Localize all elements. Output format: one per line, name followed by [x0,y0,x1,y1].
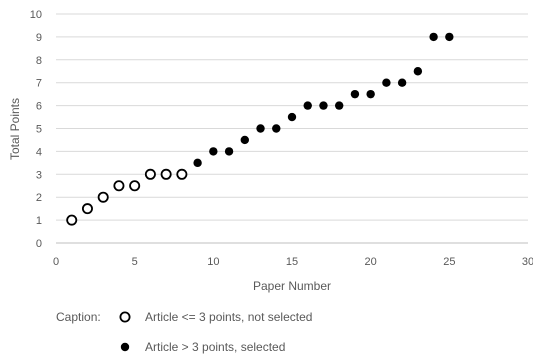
y-tick-label: 3 [36,169,42,181]
data-point-filled [303,101,312,110]
y-tick-label: 8 [36,55,42,67]
data-point-filled [335,101,344,110]
legend-label-selected: Article > 3 points, selected [145,340,285,354]
x-tick-labels: 0 5 10 15 20 25 30 [53,256,533,268]
data-point-filled [366,89,375,99]
x-axis-title: Paper Number [253,279,331,293]
data-point-filled [319,101,328,110]
y-tick-label: 7 [36,78,42,90]
legend: Caption: Article <= 3 points, not select… [56,310,312,354]
y-tick-label: 5 [36,124,42,136]
data-point-open [81,203,93,215]
data-point-filled [382,78,391,87]
y-tick-label: 2 [36,192,42,204]
x-tick-label: 25 [443,256,455,268]
data-point-filled [240,135,249,145]
grid-lines [56,13,528,221]
data-point-open [113,180,125,192]
data-point-filled [413,67,423,76]
data-point-filled [429,32,438,42]
x-tick-label: 0 [53,256,59,268]
y-tick-label: 4 [36,146,42,158]
x-tick-label: 20 [365,256,377,268]
y-tick-label: 0 [36,238,42,250]
data-point-filled [256,124,265,133]
x-tick-label: 5 [132,256,138,268]
data-point-open [97,191,109,203]
data-point-filled [445,32,454,42]
y-tick-label: 10 [30,9,42,21]
data-point-open [144,168,156,180]
y-tick-labels: 0 1 2 3 4 5 6 7 8 9 10 [30,9,42,250]
data-point-filled [224,147,234,156]
data-point-open [160,168,172,180]
x-tick-label: 10 [207,256,219,268]
data-point-filled [209,147,218,156]
legend-marker-open-circle [119,311,131,323]
data-point-filled [350,89,360,99]
y-tick-label: 1 [36,215,42,227]
data-point-open [129,180,141,192]
legend-label-not-selected: Article <= 3 points, not selected [145,310,312,324]
x-tick-label: 30 [522,256,533,268]
x-tick-label: 15 [286,256,298,268]
data-point-open [176,168,188,180]
data-points [66,32,454,226]
y-tick-label: 6 [36,101,42,113]
y-tick-label: 9 [36,32,42,44]
data-point-filled [397,78,407,87]
data-point-filled [272,124,281,133]
legend-caption-label: Caption: [56,310,101,324]
data-point-filled [287,112,297,122]
data-point-open [66,214,78,226]
data-point-filled [193,158,202,168]
legend-marker-filled-circle [120,342,130,352]
y-axis-title: Total Points [8,98,22,160]
